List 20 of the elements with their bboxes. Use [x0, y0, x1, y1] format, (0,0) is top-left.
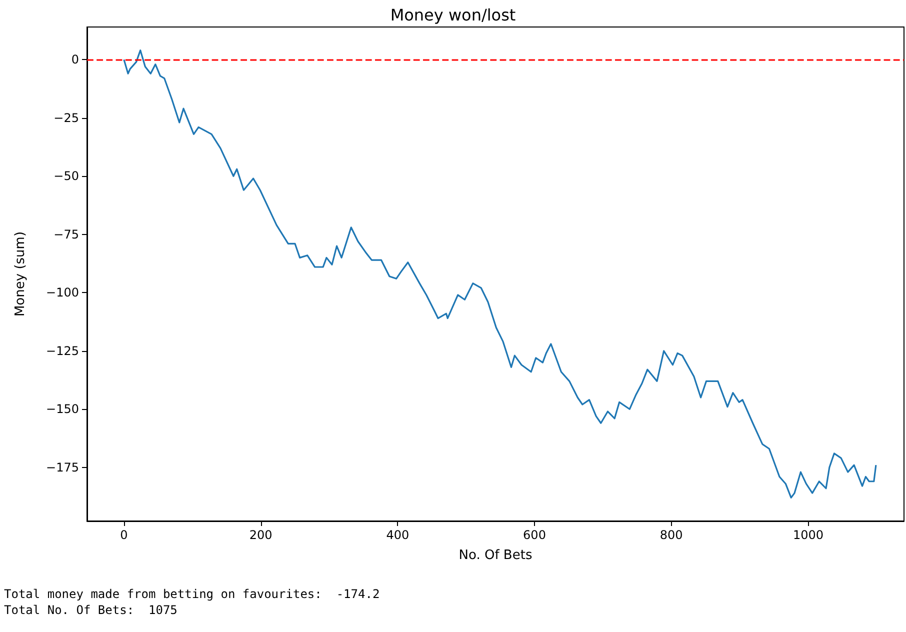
y-tick-label: −125 [46, 344, 79, 358]
y-tick-label: −75 [54, 227, 79, 242]
text: Total money made from betting on favourites: -174.2 [4, 587, 380, 601]
x-tick-label: 200 [249, 528, 272, 542]
x-tick-label: 1000 [792, 528, 824, 542]
text: Total No. Of Bets: 1075 [4, 603, 178, 617]
x-axis-title: No. Of Bets [458, 548, 532, 563]
y-tick-label: −150 [46, 402, 79, 416]
x-tick-label: 800 [660, 528, 683, 542]
y-tick-label: −175 [46, 460, 79, 474]
y-axis-title: Money (sum) [13, 231, 28, 317]
y-tick-label: −25 [54, 110, 79, 125]
y-tick-label: −100 [46, 286, 79, 300]
x-tick-label: 0 [120, 528, 128, 542]
chart-title: Money won/lost [390, 6, 516, 24]
y-tick-label: −50 [54, 169, 79, 184]
y-tick-label: 0 [71, 52, 79, 67]
x-tick-label: 600 [523, 528, 546, 542]
line-series [123, 50, 877, 498]
x-tick-label: 400 [386, 528, 410, 542]
